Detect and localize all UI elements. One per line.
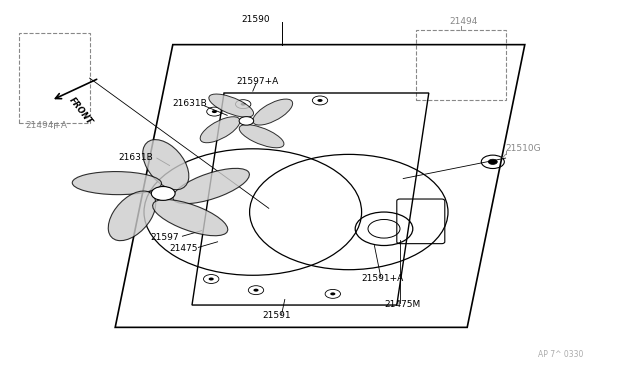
Circle shape: [209, 278, 214, 280]
Ellipse shape: [209, 94, 253, 117]
Circle shape: [330, 292, 335, 295]
Ellipse shape: [239, 125, 284, 148]
Ellipse shape: [253, 99, 292, 125]
Text: AP 7^ 0330: AP 7^ 0330: [538, 350, 583, 359]
Text: 21510G: 21510G: [506, 144, 541, 153]
Ellipse shape: [173, 169, 250, 203]
Circle shape: [239, 117, 253, 125]
Text: 21631B: 21631B: [173, 99, 207, 108]
Text: 21590: 21590: [242, 15, 270, 24]
Text: 21591: 21591: [262, 311, 291, 320]
Circle shape: [151, 186, 175, 201]
Text: 21494+A: 21494+A: [26, 121, 68, 130]
Circle shape: [488, 159, 497, 164]
Text: FRONT: FRONT: [67, 96, 94, 126]
Text: 21475: 21475: [170, 244, 198, 253]
Text: 21494: 21494: [450, 17, 478, 26]
Text: 21597+A: 21597+A: [237, 77, 279, 86]
Circle shape: [253, 289, 259, 292]
Ellipse shape: [143, 140, 189, 190]
Text: 21597: 21597: [150, 233, 179, 242]
Text: 21631B: 21631B: [118, 153, 153, 162]
Circle shape: [317, 99, 323, 102]
Ellipse shape: [72, 171, 161, 195]
Text: 21475M: 21475M: [384, 300, 420, 309]
Ellipse shape: [108, 191, 156, 241]
Circle shape: [212, 110, 217, 113]
Text: 21591+A: 21591+A: [362, 274, 404, 283]
Circle shape: [241, 103, 246, 106]
Ellipse shape: [200, 117, 240, 143]
Ellipse shape: [152, 199, 228, 236]
